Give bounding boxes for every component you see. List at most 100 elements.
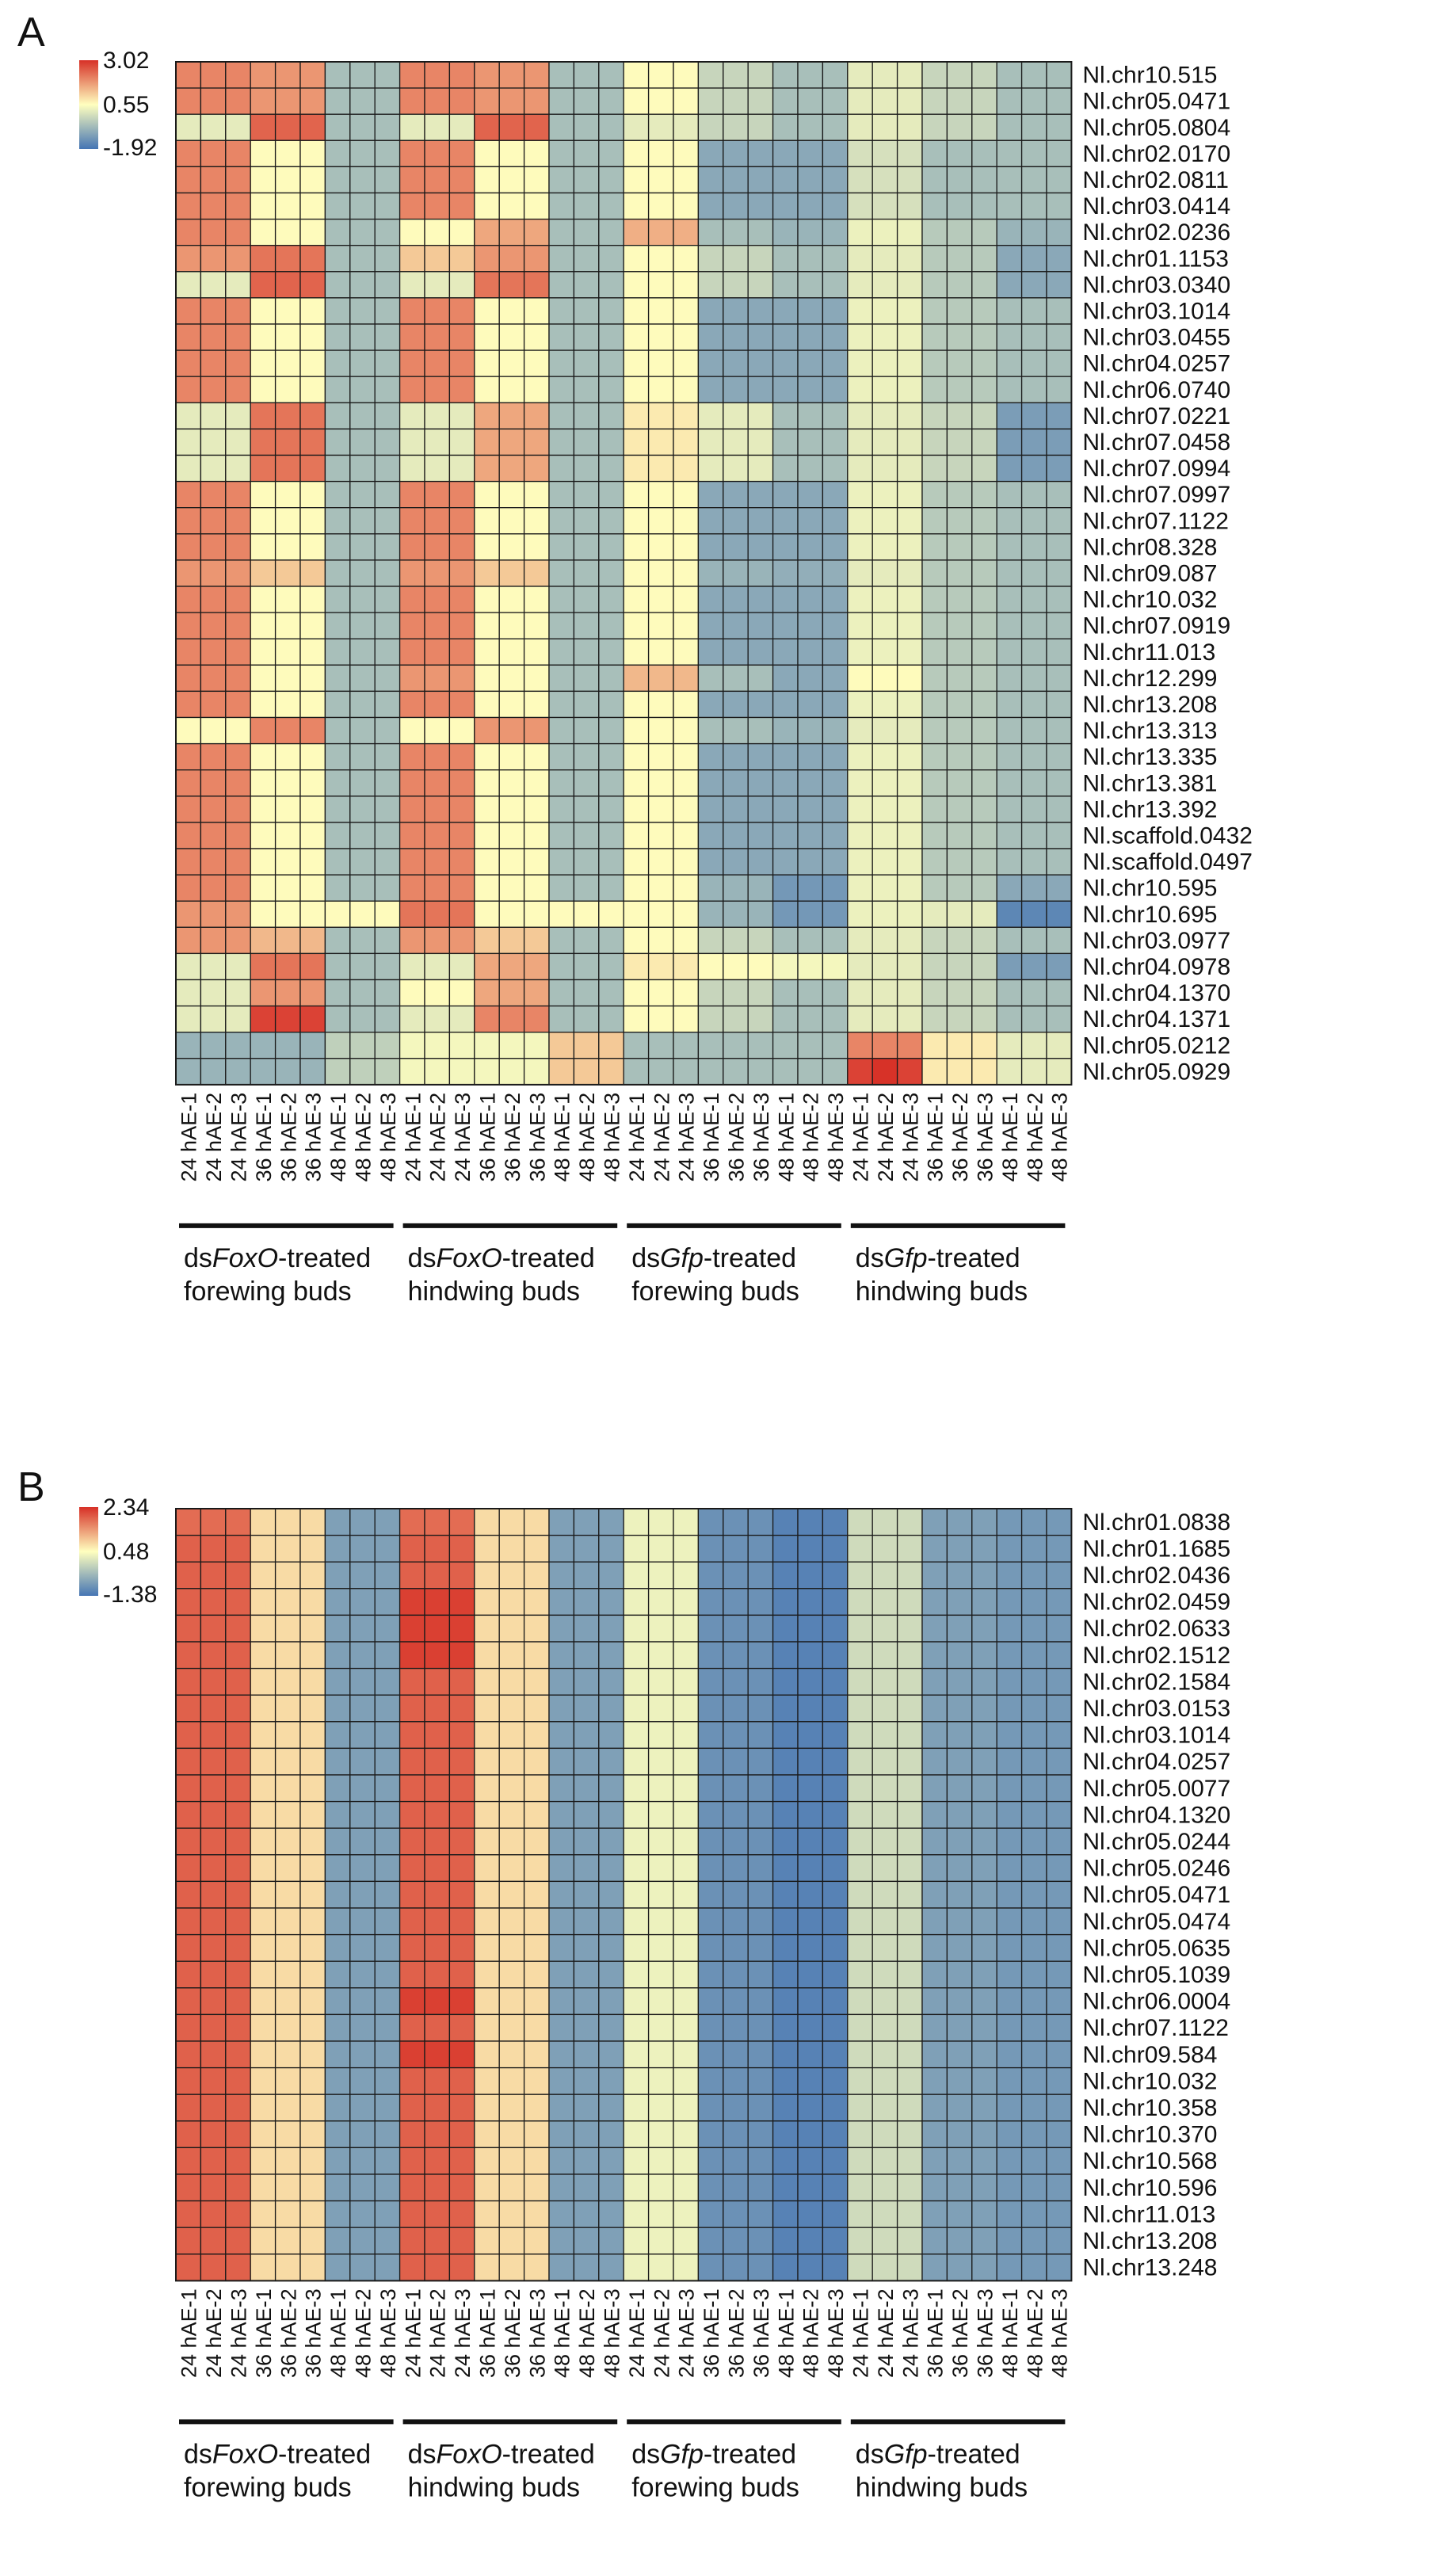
heatmap-cell xyxy=(200,1721,227,1750)
heatmap-cell xyxy=(448,796,475,823)
heatmap-cell xyxy=(822,2013,849,2042)
heatmap-cell xyxy=(498,297,525,325)
heatmap-cell xyxy=(946,690,973,719)
heatmap-cell xyxy=(747,1827,774,1856)
heatmap-cell xyxy=(647,139,674,168)
heatmap-cell xyxy=(349,1561,376,1589)
heatmap-cell xyxy=(1046,612,1073,639)
heatmap-cell xyxy=(946,1058,973,1086)
heatmap-cell xyxy=(697,926,724,955)
heatmap-cell xyxy=(673,1987,700,2016)
heatmap-cell xyxy=(548,2013,575,2042)
heatmap-cell xyxy=(324,1534,351,1563)
heatmap-cell xyxy=(448,874,475,902)
heatmap-cell xyxy=(871,2093,898,2122)
heatmap-cell xyxy=(523,2067,550,2095)
heatmap-cell xyxy=(324,1694,351,1723)
heatmap-cell xyxy=(598,796,624,823)
heatmap-cell xyxy=(797,1880,824,1909)
heatmap-cell xyxy=(374,1005,401,1033)
heatmap-cell xyxy=(847,507,873,535)
heatmap-cell xyxy=(697,507,724,535)
heatmap-cell xyxy=(946,2254,973,2282)
heatmap-cell xyxy=(448,1854,475,1883)
heatmap-cell xyxy=(175,245,202,273)
heatmap-cell xyxy=(747,1960,774,1989)
legend-label: -1.92 xyxy=(103,135,157,161)
heatmap-cell xyxy=(921,1960,948,1989)
heatmap-cell xyxy=(573,297,600,325)
heatmap-cell xyxy=(623,664,650,693)
heatmap-cell xyxy=(274,1987,301,2016)
heatmap-cell xyxy=(896,952,923,981)
heatmap-cell xyxy=(772,1827,799,1856)
row-label: Nl.scaffold.0497 xyxy=(1082,849,1253,876)
heatmap-cell xyxy=(723,87,749,115)
heatmap-cell xyxy=(822,1721,849,1750)
heatmap-cell xyxy=(250,874,277,902)
heatmap-cell xyxy=(523,533,550,561)
heatmap-cell xyxy=(225,874,251,902)
heatmap-cell xyxy=(200,979,227,1007)
heatmap-cell xyxy=(871,874,898,902)
heatmap-cell xyxy=(474,586,500,613)
heatmap-cell xyxy=(822,664,849,693)
heatmap-cell xyxy=(498,1694,525,1723)
heatmap-cell xyxy=(225,1032,251,1059)
heatmap-cell xyxy=(548,1561,575,1589)
heatmap-cell xyxy=(1020,2040,1047,2069)
heatmap-cell xyxy=(797,480,824,509)
heatmap-cell xyxy=(200,1933,227,1962)
heatmap-cell xyxy=(647,1800,674,1829)
heatmap-cell xyxy=(1020,2254,1047,2282)
heatmap-cell xyxy=(324,2040,351,2069)
heatmap-cell xyxy=(647,796,674,823)
heatmap-cell xyxy=(573,1667,600,1696)
heatmap-cell xyxy=(474,900,500,928)
heatmap-cell xyxy=(274,874,301,902)
heatmap-cell xyxy=(747,664,774,693)
heatmap-cell xyxy=(822,1561,849,1589)
heatmap-cell xyxy=(448,2227,475,2255)
heatmap-cell xyxy=(623,2067,650,2095)
heatmap-cell xyxy=(598,1534,624,1563)
heatmap-cell xyxy=(921,769,948,797)
column-label: 24 hAE-3 xyxy=(227,2288,251,2378)
heatmap-cell xyxy=(523,848,550,876)
heatmap-cell xyxy=(946,848,973,876)
heatmap-cell xyxy=(474,1005,500,1033)
heatmap-cell xyxy=(374,638,401,666)
heatmap-cell xyxy=(797,952,824,981)
heatmap-cell xyxy=(822,900,849,928)
heatmap-cell xyxy=(424,586,451,613)
heatmap-cell xyxy=(324,2013,351,2042)
heatmap-cell xyxy=(971,139,997,168)
heatmap-cell xyxy=(424,2013,451,2042)
heatmap-cell xyxy=(871,1854,898,1883)
heatmap-cell xyxy=(299,2227,326,2255)
heatmap-cell xyxy=(175,1508,202,1536)
heatmap-cell xyxy=(349,61,376,89)
heatmap-cell xyxy=(747,2120,774,2149)
heatmap-cell xyxy=(647,1747,674,1776)
heatmap-cell xyxy=(996,2013,1023,2042)
heatmap-cell xyxy=(598,533,624,561)
heatmap-cell xyxy=(498,1747,525,1776)
heatmap-cell xyxy=(374,874,401,902)
heatmap-cell xyxy=(797,612,824,639)
panel-label-b: B xyxy=(17,1464,45,1510)
heatmap-cell xyxy=(996,848,1023,876)
heatmap-cell xyxy=(175,1827,202,1856)
heatmap-cell xyxy=(623,690,650,719)
heatmap-cell xyxy=(448,1005,475,1033)
heatmap-cell xyxy=(772,480,799,509)
column-label: 48 hAE-1 xyxy=(326,2288,350,2378)
heatmap-cell xyxy=(747,2173,774,2202)
heatmap-cell xyxy=(946,454,973,483)
heatmap-cell xyxy=(225,87,251,115)
heatmap-cell xyxy=(374,586,401,613)
column-label: 24 hAE-1 xyxy=(401,2288,425,2378)
heatmap-cell xyxy=(896,690,923,719)
heatmap-cell xyxy=(349,166,376,194)
heatmap-cell xyxy=(200,1694,227,1723)
